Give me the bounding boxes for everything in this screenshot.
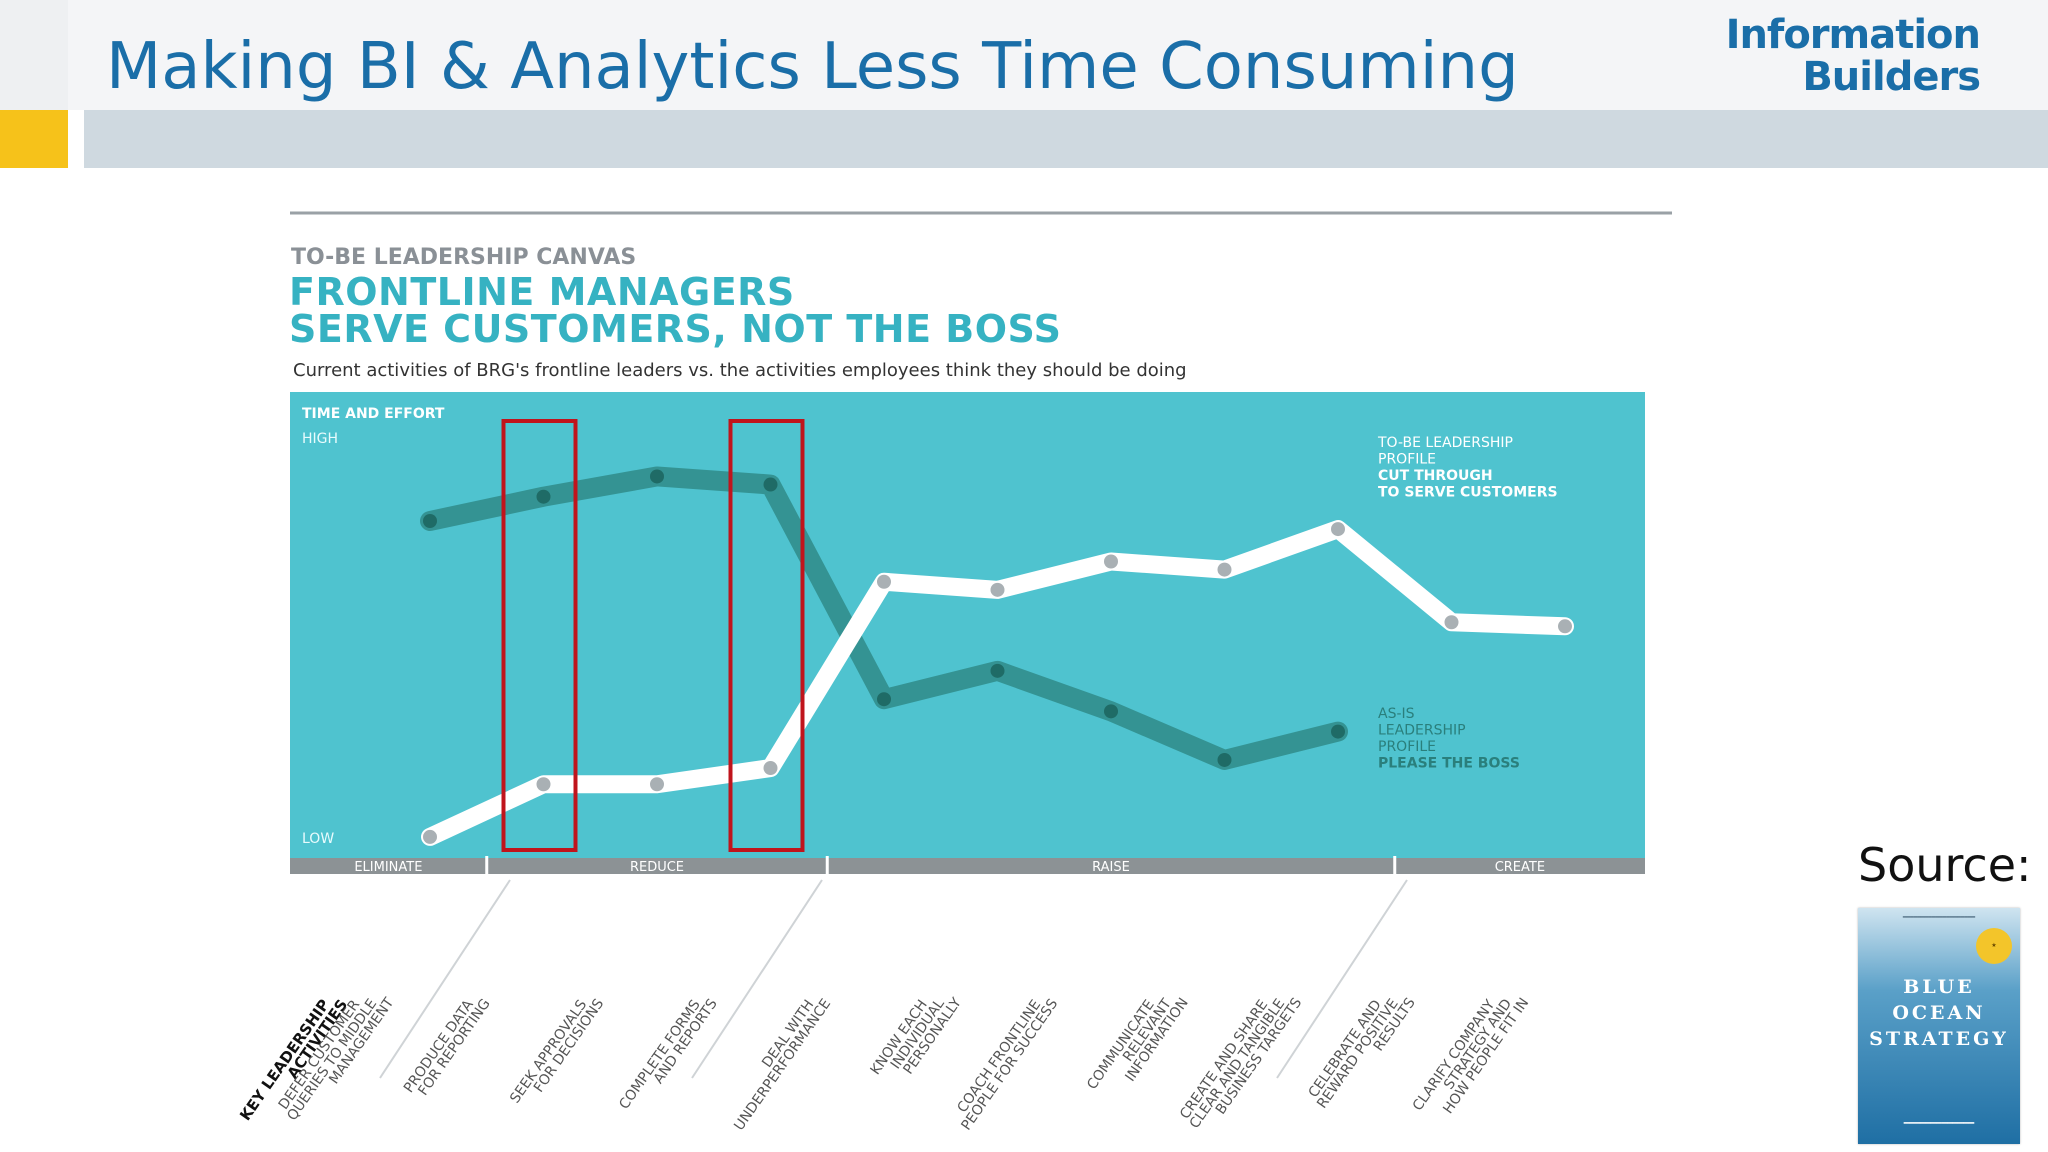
data-point-to-be bbox=[1558, 619, 1572, 634]
book-title-line: OCEAN bbox=[1892, 1002, 1986, 1024]
category-label: REWARD POSITIVE bbox=[1314, 996, 1402, 1111]
data-point-to-be bbox=[1331, 522, 1345, 537]
book-badge-icon: ★ bbox=[1976, 928, 2012, 964]
left-strip bbox=[0, 0, 68, 110]
data-point-to-be bbox=[1217, 562, 1232, 577]
data-point-as-is bbox=[1331, 724, 1345, 739]
yellow-accent-block bbox=[0, 110, 68, 168]
highlight-box bbox=[501, 419, 578, 852]
data-point-as-is bbox=[763, 477, 778, 492]
group-label: CREATE bbox=[1495, 860, 1545, 875]
book-cover-header: ━━━━━━━━━━━━━━━━━━━━ bbox=[1902, 915, 1976, 921]
as-is-series-label: PROFILE bbox=[1378, 739, 1436, 755]
logo-line-2: Builders bbox=[1802, 54, 1981, 100]
chart-title-line: SERVE CUSTOMERS, NOT THE BOSS bbox=[289, 307, 1062, 351]
category-label: SEEK APPROVALS bbox=[507, 997, 590, 1106]
information-builders-logo: Information Builders bbox=[1700, 12, 1981, 100]
book-authors-line: ━━━━━━━━━━━━━ bbox=[1903, 1118, 1975, 1128]
source-label: Source: bbox=[1858, 838, 2032, 892]
data-point-to-be bbox=[1104, 554, 1118, 569]
to-be-series-label: TO SERVE CUSTOMERS bbox=[1378, 485, 1558, 501]
data-point-as-is bbox=[990, 663, 1005, 678]
group-label: RAISE bbox=[1092, 860, 1130, 875]
category-label: UNDERPERFORMANCE bbox=[731, 996, 834, 1133]
highlight-box bbox=[728, 419, 805, 852]
group-band bbox=[290, 858, 1645, 874]
data-point-to-be bbox=[423, 829, 437, 844]
chart-subtitle: Current activities of BRG's frontline le… bbox=[293, 360, 1187, 381]
category-label: CLEAR AND TANGIBLE bbox=[1187, 996, 1289, 1131]
book-title: BLUE OCEAN STRATEGY bbox=[1858, 974, 2020, 1052]
data-point-as-is bbox=[423, 514, 437, 528]
data-point-to-be bbox=[536, 777, 551, 792]
data-point-to-be bbox=[990, 582, 1005, 597]
chart-canvas-panel bbox=[290, 392, 1645, 860]
data-point-as-is bbox=[1217, 752, 1232, 767]
data-point-to-be bbox=[650, 777, 664, 792]
data-point-as-is bbox=[536, 489, 551, 504]
group-label: REDUCE bbox=[630, 860, 684, 875]
as-is-series-label: PLEASE THE BOSS bbox=[1378, 756, 1520, 772]
group-separator-line bbox=[1276, 879, 1408, 1079]
y-axis-high-label: HIGH bbox=[302, 431, 338, 447]
as-is-series-label: LEADERSHIP bbox=[1378, 723, 1466, 739]
data-point-to-be bbox=[1444, 615, 1459, 630]
chart-title-line: FRONTLINE MANAGERS bbox=[289, 270, 795, 314]
book-title-line: BLUE bbox=[1903, 976, 1975, 998]
data-point-as-is bbox=[877, 692, 891, 707]
slide-title: Making BI & Analytics Less Time Consumin… bbox=[106, 30, 1519, 104]
title-band bbox=[0, 0, 2048, 110]
data-point-as-is bbox=[1104, 704, 1118, 719]
category-label: PEOPLE FOR SUCCESS bbox=[958, 996, 1061, 1133]
y-axis-label: TIME AND EFFORT bbox=[302, 406, 445, 422]
data-point-as-is bbox=[650, 469, 664, 484]
blue-ocean-strategy-book-cover: ━━━━━━━━━━━━━━━━━━━━ ★ BLUE OCEAN STRATE… bbox=[1858, 908, 2020, 1144]
data-point-to-be bbox=[877, 574, 891, 589]
chart-supertitle: TO-BE LEADERSHIP CANVAS bbox=[291, 245, 636, 270]
logo-line-1: Information bbox=[1725, 12, 1981, 58]
header-bar bbox=[84, 110, 2048, 168]
to-be-series-label: PROFILE bbox=[1378, 452, 1436, 468]
category-label: COACH FRONTLINE bbox=[954, 997, 1044, 1116]
as-is-series-label: AS-IS bbox=[1378, 706, 1415, 722]
to-be-series-label: CUT THROUGH bbox=[1378, 468, 1493, 484]
group-separator-line bbox=[379, 879, 511, 1079]
category-label: COMPLETE FORMS bbox=[616, 997, 703, 1112]
data-point-to-be bbox=[763, 761, 778, 776]
y-axis-low-label: LOW bbox=[302, 831, 334, 847]
book-title-line: STRATEGY bbox=[1869, 1028, 2009, 1050]
to-be-series-label: TO-BE LEADERSHIP bbox=[1377, 435, 1513, 451]
group-separator-line bbox=[691, 879, 823, 1079]
group-label: ELIMINATE bbox=[354, 860, 422, 875]
